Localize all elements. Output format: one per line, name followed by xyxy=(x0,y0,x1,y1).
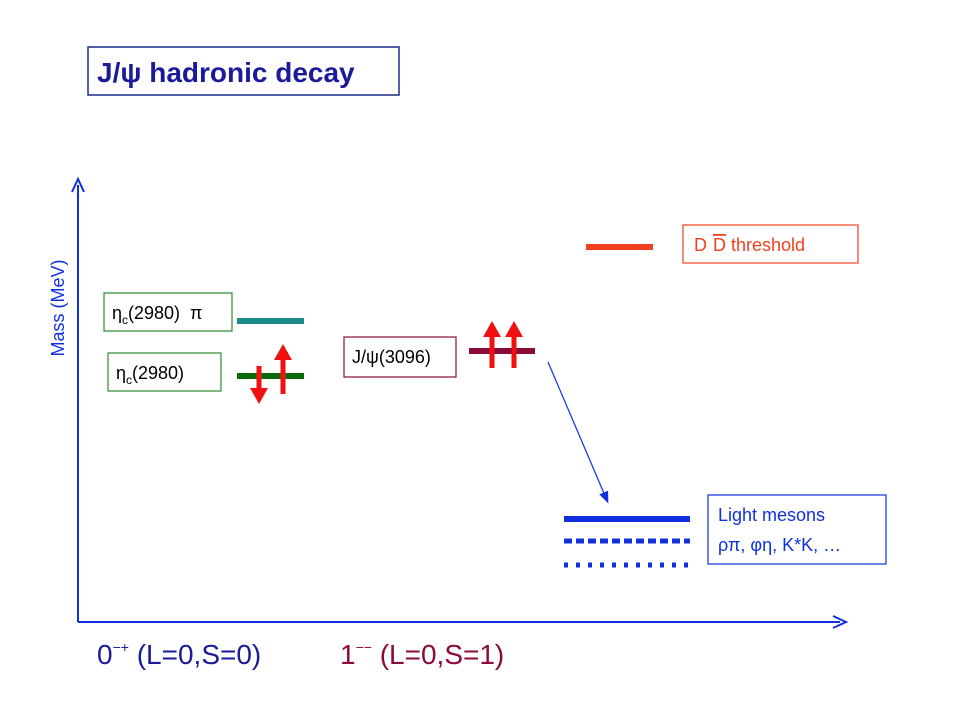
symbol: η xyxy=(116,363,126,383)
decay-arrow xyxy=(547,361,609,504)
x-label-sup: −− xyxy=(356,639,372,655)
jpsi-label: J/ψ(3096) xyxy=(352,347,431,367)
label-box xyxy=(103,292,233,332)
x-label-base: 1 xyxy=(340,639,356,670)
d1: D xyxy=(694,235,707,255)
symbol: η xyxy=(112,303,122,323)
light-label: Light mesons xyxy=(718,505,825,525)
mass: (3096) xyxy=(379,347,431,367)
label-box xyxy=(682,224,859,264)
label-box xyxy=(343,336,457,378)
symbol: ψ xyxy=(366,347,379,367)
mass: (2980) xyxy=(128,303,180,323)
x-axis-arrow xyxy=(832,615,849,629)
threshold: threshold xyxy=(726,235,805,255)
light-examples: ρπ, φη, K*K, … xyxy=(718,535,841,555)
d2: D xyxy=(713,235,726,255)
prefix: J/ xyxy=(352,347,366,367)
label-box xyxy=(107,352,222,392)
spin-arrow-head xyxy=(250,388,268,404)
x-label: 0−+ (L=0,S=0) xyxy=(97,639,261,670)
y-axis-label: Mass (MeV) xyxy=(48,259,68,356)
spin-arrow-head xyxy=(483,321,501,337)
x-label: 1−− (L=0,S=1) xyxy=(340,639,504,670)
extra: π xyxy=(190,303,202,323)
spin-arrow-head xyxy=(274,344,292,360)
mass: (2980) xyxy=(132,363,184,383)
sub: c xyxy=(122,313,128,327)
x-label-rest: (L=0,S=1) xyxy=(372,639,504,670)
spin-arrow-head xyxy=(505,321,523,337)
label-box xyxy=(707,494,887,565)
x-label-sup: −+ xyxy=(113,639,129,655)
sub: c xyxy=(126,373,132,387)
x-label-rest: (L=0,S=0) xyxy=(129,639,261,670)
x-label-base: 0 xyxy=(97,639,113,670)
title: J/ψ hadronic decay xyxy=(97,57,355,88)
eta-c-pi-label: ηc(2980) π xyxy=(112,303,202,327)
title-box xyxy=(87,46,400,96)
y-axis-arrow xyxy=(71,176,85,193)
eta-c-label: ηc(2980) xyxy=(116,363,184,387)
